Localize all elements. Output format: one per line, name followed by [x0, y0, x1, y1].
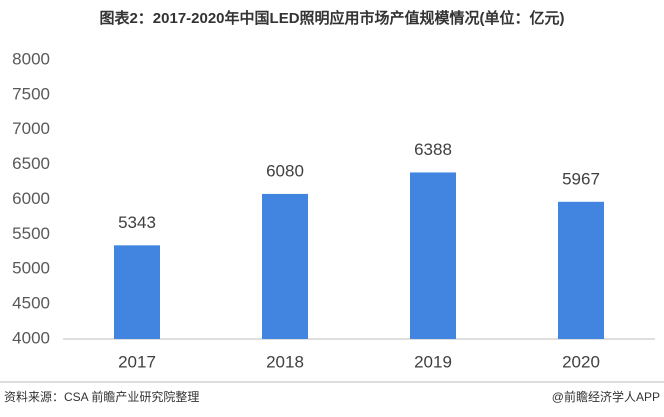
y-tick-label: 4500 — [12, 294, 50, 313]
x-tick-label: 2020 — [562, 352, 600, 371]
bar — [114, 245, 160, 339]
y-tick-label: 5000 — [12, 259, 50, 278]
x-tick-label: 2019 — [414, 352, 452, 371]
credit: @前瞻经济学人APP — [552, 389, 660, 404]
y-tick-label: 5500 — [12, 224, 50, 243]
y-tick-label: 8000 — [12, 49, 50, 68]
y-tick-label: 4000 — [12, 328, 50, 347]
bar — [262, 193, 308, 339]
x-tick-label: 2017 — [118, 352, 156, 371]
data-label: 6388 — [414, 140, 452, 159]
y-tick-label: 7000 — [12, 119, 50, 138]
bar — [410, 172, 456, 339]
bar — [558, 201, 604, 339]
source-note: 资料来源：CSA 前瞻产业研究院整理 — [4, 389, 199, 404]
y-tick-label: 7500 — [12, 84, 50, 103]
x-tick-label: 2018 — [266, 352, 304, 371]
y-tick-label: 6000 — [12, 189, 50, 208]
data-label: 5343 — [118, 213, 156, 232]
data-label: 6080 — [266, 161, 304, 180]
data-label: 5967 — [562, 169, 600, 188]
chart-title: 图表2：2017-2020年中国LED照明应用市场产值规模情况(单位：亿元) — [99, 9, 564, 27]
y-tick-label: 6500 — [12, 154, 50, 173]
